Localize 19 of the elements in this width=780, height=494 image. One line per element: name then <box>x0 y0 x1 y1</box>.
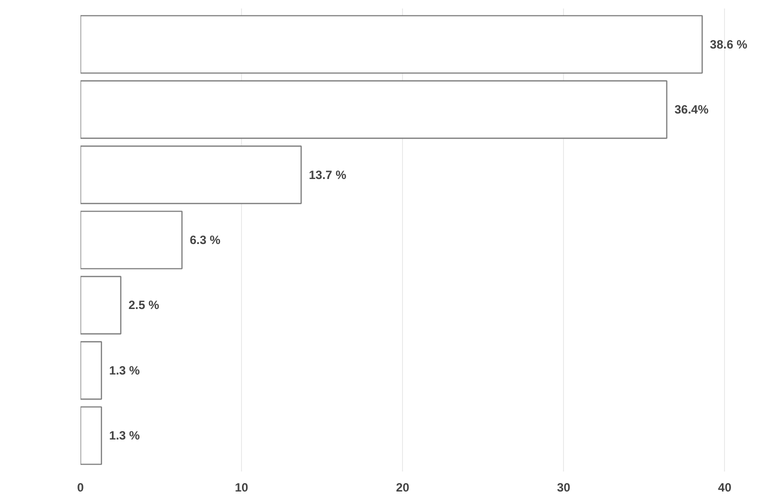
bar <box>80 406 102 465</box>
data-label: 6.3 % <box>190 233 221 247</box>
data-label: 38.6 % <box>710 37 748 52</box>
x-tick-label: 0 <box>77 480 84 494</box>
x-tick-label: 20 <box>396 480 410 494</box>
x-tick-label: 40 <box>718 480 732 494</box>
bar <box>80 341 102 400</box>
data-label: 13.7 % <box>308 168 347 182</box>
bar <box>80 276 122 335</box>
bar <box>80 210 183 270</box>
bar <box>80 80 668 139</box>
bar <box>80 15 703 74</box>
data-label: 1.3 % <box>109 363 140 378</box>
data-label: 1.3 % <box>109 428 140 443</box>
data-label: 36.4% <box>674 102 709 117</box>
x-tick-label: 30 <box>557 480 571 494</box>
data-label: 2.5 % <box>128 298 160 312</box>
bar <box>80 145 302 204</box>
x-tick-label: 10 <box>234 480 249 494</box>
